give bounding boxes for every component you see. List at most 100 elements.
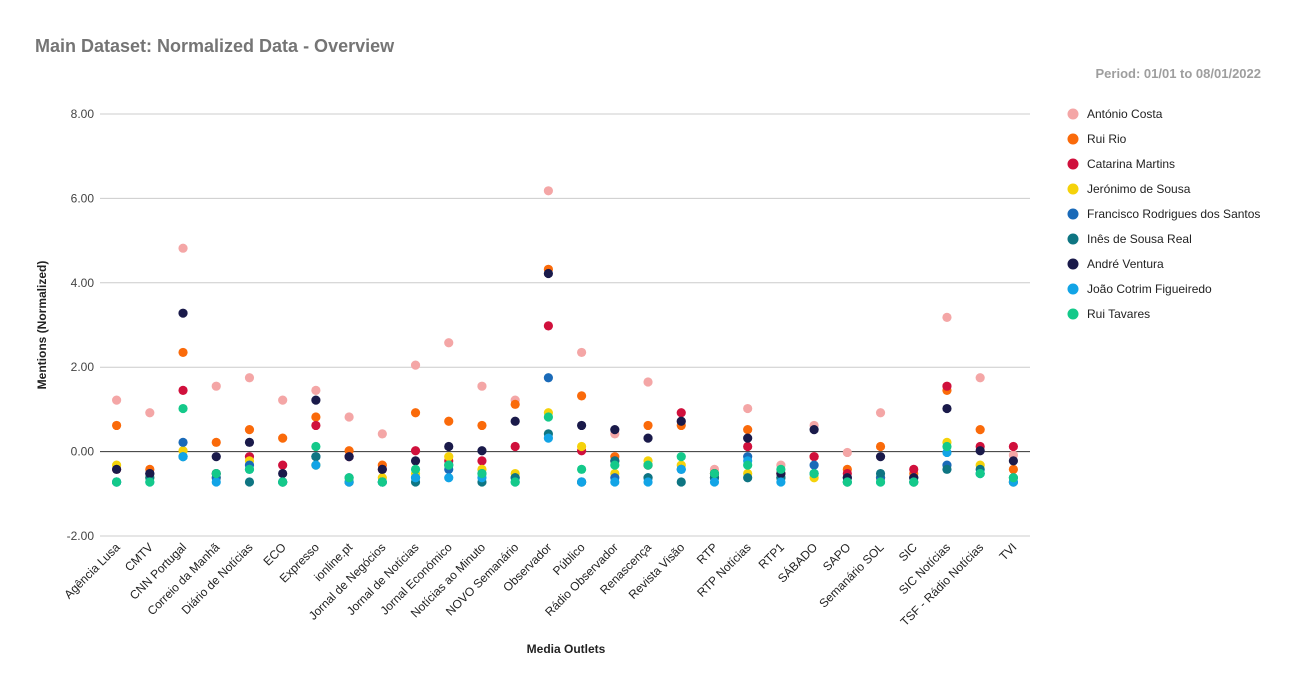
legend-label: João Cotrim Figueiredo xyxy=(1087,282,1212,296)
data-point xyxy=(743,425,753,435)
y-tick-label: 0.00 xyxy=(71,445,95,459)
legend-marker xyxy=(1067,158,1079,170)
legend-label: António Costa xyxy=(1087,107,1163,121)
data-point xyxy=(178,308,188,318)
data-point xyxy=(743,433,753,443)
data-point xyxy=(577,477,587,487)
data-point xyxy=(211,381,221,391)
data-point xyxy=(244,373,255,383)
data-point xyxy=(145,477,155,487)
data-point xyxy=(410,360,421,370)
data-point xyxy=(776,464,786,474)
chart-title: Main Dataset: Normalized Data - Overview xyxy=(35,36,395,56)
data-point xyxy=(809,460,819,470)
data-point xyxy=(875,468,886,479)
data-point xyxy=(875,408,886,418)
data-point xyxy=(743,460,753,470)
data-point xyxy=(643,477,653,487)
legend-marker xyxy=(1067,183,1079,195)
data-point xyxy=(112,464,122,474)
y-axis-ticks: -2.00 0.00 2.00 4.00 6.00 8.00 xyxy=(67,107,95,543)
y-tick-label: 4.00 xyxy=(71,276,95,290)
data-point xyxy=(577,391,587,401)
data-point xyxy=(676,452,686,462)
data-point xyxy=(178,385,188,396)
data-point xyxy=(444,452,454,462)
legend-label: Catarina Martins xyxy=(1087,157,1175,171)
data-point xyxy=(311,412,321,422)
data-point xyxy=(543,186,553,196)
data-point xyxy=(942,381,952,391)
legend-label: Rui Rio xyxy=(1087,132,1127,146)
data-point xyxy=(875,452,886,462)
data-point xyxy=(543,433,553,443)
data-point xyxy=(577,420,587,431)
data-point xyxy=(743,473,753,483)
legend-marker xyxy=(1067,308,1079,320)
data-point xyxy=(975,425,985,435)
x-tick-label: RTP xyxy=(694,540,721,567)
legend-label: Rui Tavares xyxy=(1087,307,1150,321)
data-point xyxy=(909,477,919,487)
data-point xyxy=(410,464,421,474)
data-point xyxy=(344,412,354,422)
data-point xyxy=(112,395,122,405)
x-tick-label: TVI xyxy=(996,540,1019,563)
data-point xyxy=(410,446,421,456)
data-point xyxy=(477,446,487,456)
legend-label: Inês de Sousa Real xyxy=(1087,232,1192,246)
data-point xyxy=(211,437,221,447)
data-point xyxy=(211,468,221,479)
data-point xyxy=(477,456,487,466)
legend-marker xyxy=(1067,208,1079,220)
data-point xyxy=(709,468,720,479)
legend-label: Jerónimo de Sousa xyxy=(1087,182,1191,196)
x-tick-label: SIC xyxy=(896,540,920,564)
chart-subtitle: Period: 01/01 to 08/01/2022 xyxy=(1095,66,1261,81)
data-point xyxy=(444,416,454,426)
data-point xyxy=(444,338,454,348)
series-group xyxy=(112,186,1018,483)
data-point xyxy=(178,437,188,447)
data-point xyxy=(776,477,786,487)
data-point xyxy=(1008,441,1018,452)
legend-marker xyxy=(1067,233,1079,245)
data-point xyxy=(112,420,122,431)
data-point xyxy=(643,433,653,443)
legend-marker xyxy=(1067,283,1079,295)
y-axis-title: Mentions (Normalized) xyxy=(35,261,49,390)
data-point xyxy=(244,477,255,487)
data-point xyxy=(344,452,354,462)
data-point xyxy=(311,395,321,405)
series-group xyxy=(112,403,1018,487)
gridlines xyxy=(100,113,1030,537)
legend-label: André Ventura xyxy=(1087,257,1164,271)
data-point xyxy=(278,460,288,470)
y-tick-label: -2.00 xyxy=(67,529,95,543)
data-point xyxy=(510,399,520,409)
data-point xyxy=(211,477,221,487)
data-point xyxy=(543,321,553,331)
data-point xyxy=(942,464,952,474)
legend-label: Francisco Rodrigues dos Santos xyxy=(1087,207,1260,221)
data-point xyxy=(809,425,819,435)
data-point xyxy=(178,347,188,358)
legend-marker xyxy=(1067,133,1079,145)
data-point xyxy=(410,456,421,466)
data-point xyxy=(610,477,620,487)
data-point xyxy=(743,441,753,452)
data-point xyxy=(112,477,122,487)
data-point xyxy=(610,425,620,435)
data-point xyxy=(809,468,819,479)
data-point xyxy=(444,441,454,452)
data-point xyxy=(676,416,686,426)
series-group xyxy=(112,268,1018,483)
data-point xyxy=(477,381,487,391)
data-point xyxy=(311,441,321,452)
data-point xyxy=(875,477,886,487)
data-point xyxy=(477,420,487,431)
data-point xyxy=(477,468,487,479)
data-point xyxy=(211,452,221,462)
